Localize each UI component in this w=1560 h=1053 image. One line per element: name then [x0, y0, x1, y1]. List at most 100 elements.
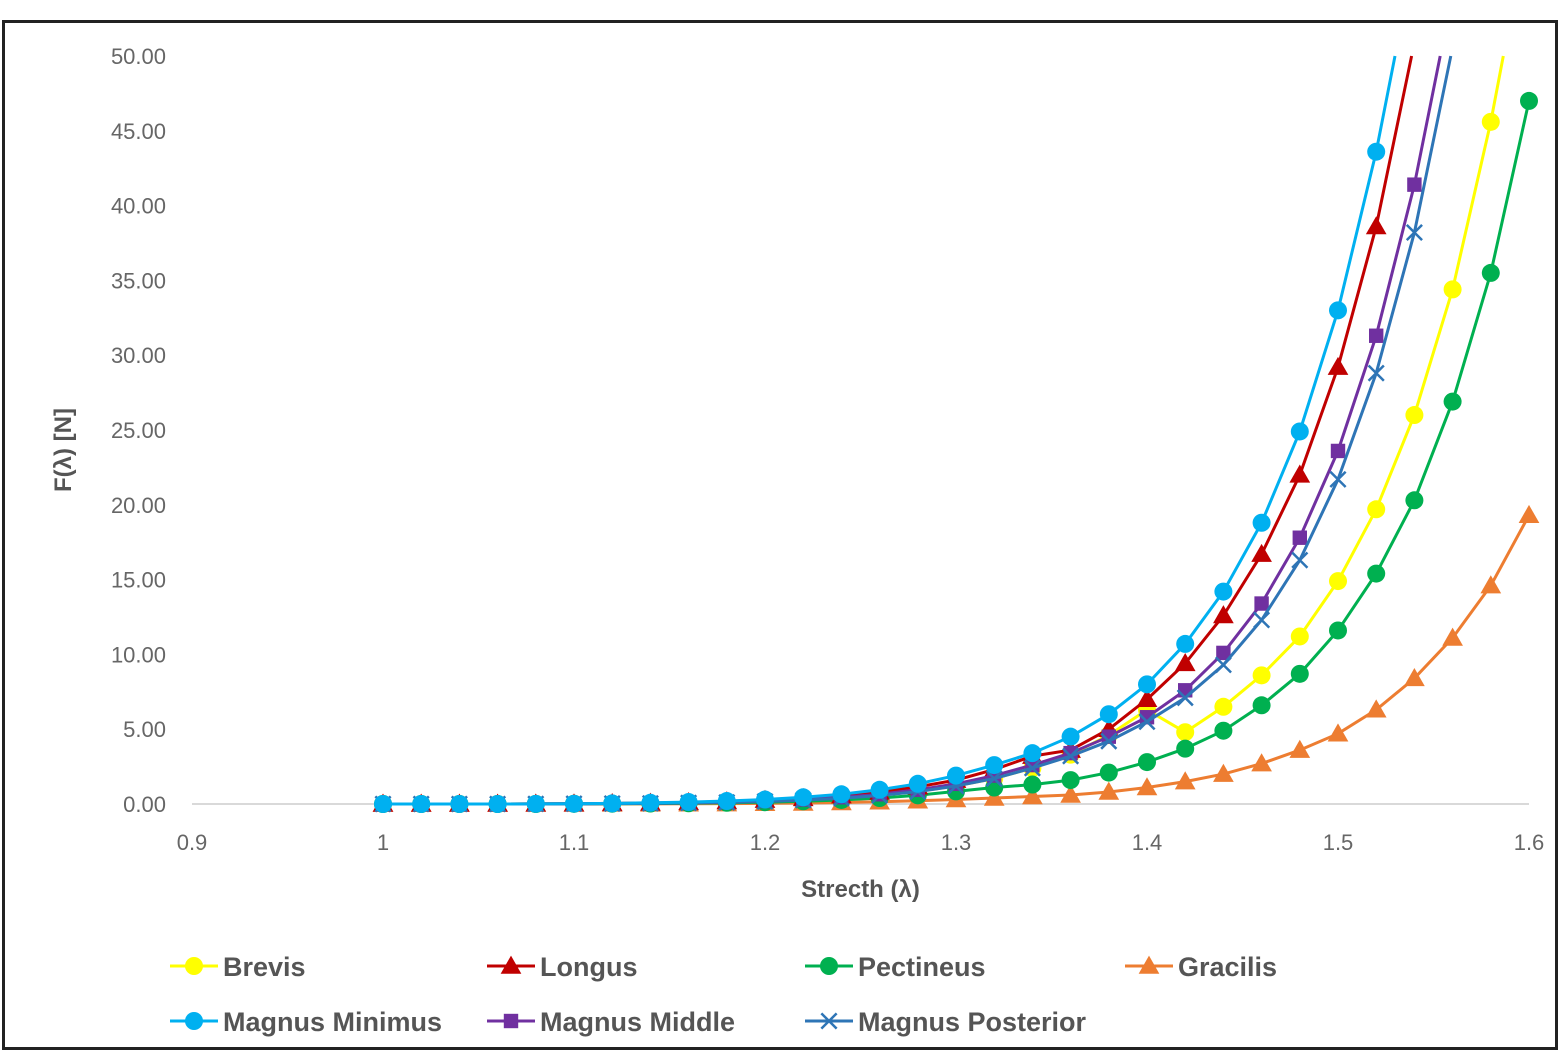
data-point-magnus-minimus [1176, 634, 1195, 653]
data-point-magnus-minimus [1367, 142, 1386, 161]
series-gracilis [372, 504, 1540, 812]
series-line-magnus-posterior [383, 55, 1453, 806]
series-longus [372, 55, 1414, 812]
data-point-magnus-posterior [1062, 747, 1080, 765]
y-tick-label: 25.00 [111, 418, 166, 443]
legend-marker-brevis [185, 957, 203, 975]
y-tick-label: 30.00 [111, 343, 166, 368]
y-tick-label: 35.00 [111, 268, 166, 293]
legend-item-gracilis: Gracilis [1125, 952, 1277, 982]
data-point-magnus-posterior [1291, 551, 1309, 569]
data-point-pectineus [1023, 775, 1042, 794]
data-point-pectineus [1099, 763, 1118, 782]
data-point-gracilis [1289, 739, 1311, 758]
axes: 0.9 1 1.1 1.2 1.3 1.4 1.5 1.6 0.00 5.00 10.00 15.00… [111, 44, 1544, 855]
data-point-magnus-middle [1254, 596, 1269, 611]
data-point-brevis [1176, 723, 1195, 742]
data-point-brevis [1443, 280, 1462, 299]
line-chart: 0.9 1 1.1 1.2 1.3 1.4 1.5 1.6 0.00 5.00 10.00 15.00… [50, 44, 1544, 1037]
series-layer [372, 55, 1540, 813]
data-point-magnus-minimus [1138, 675, 1156, 694]
legend-item-brevis: Brevis [170, 952, 306, 982]
series-magnus-posterior [374, 55, 1453, 813]
data-point-brevis [1252, 666, 1271, 685]
data-point-magnus-minimus [908, 774, 927, 793]
data-point-magnus-minimus [603, 794, 622, 813]
legend-item-pectineus: Pectineus [805, 952, 986, 982]
legend-item-longus: Longus [487, 952, 637, 982]
data-point-gracilis [1442, 627, 1463, 646]
data-point-brevis [1214, 697, 1233, 716]
data-point-magnus-minimus [412, 795, 431, 813]
data-point-magnus-minimus [1023, 744, 1042, 763]
legend-label-magnus-posterior: Magnus Posterior [858, 1007, 1087, 1037]
data-point-longus [1174, 653, 1196, 672]
data-point-magnus-middle [1292, 530, 1307, 545]
data-point-brevis [1405, 406, 1424, 425]
legend-label-pectineus: Pectineus [858, 952, 986, 982]
data-point-magnus-posterior [985, 770, 1003, 788]
y-tick-label: 50.00 [111, 44, 166, 69]
data-point-gracilis [1174, 771, 1196, 790]
data-point-magnus-posterior [1100, 732, 1118, 750]
data-point-magnus-minimus [717, 792, 736, 811]
data-point-magnus-middle [1369, 328, 1384, 343]
x-tick-label: 1.1 [559, 830, 590, 855]
data-point-magnus-minimus [374, 795, 392, 813]
data-point-magnus-middle [1330, 443, 1346, 459]
data-point-pectineus [1061, 771, 1080, 790]
y-tick-label: 10.00 [111, 642, 166, 667]
data-point-gracilis [983, 787, 1005, 806]
data-point-magnus-minimus [870, 780, 889, 799]
data-point-pectineus [1443, 392, 1462, 411]
data-point-longus [1136, 688, 1158, 708]
data-point-magnus-minimus [679, 793, 698, 812]
x-axis-title: Strecth (λ) [801, 876, 920, 903]
x-tick-label: 1.3 [941, 830, 972, 855]
data-point-magnus-minimus [1252, 513, 1271, 532]
series-line-longus [383, 55, 1414, 806]
data-point-pectineus [1367, 564, 1386, 583]
data-point-magnus-minimus [756, 790, 774, 809]
data-point-magnus-posterior [1329, 470, 1347, 488]
series-line-gracilis [383, 514, 1531, 806]
y-tick-label: 0.00 [123, 792, 166, 817]
data-point-pectineus [1481, 263, 1500, 282]
data-point-brevis [1367, 500, 1386, 519]
series-magnus-middle [375, 55, 1442, 812]
data-point-pectineus [1290, 664, 1309, 683]
legend-marker-magnus-posterior [820, 1012, 838, 1030]
data-point-magnus-minimus [641, 793, 660, 812]
data-point-magnus-posterior [1023, 759, 1041, 777]
data-point-pectineus [1405, 491, 1424, 510]
data-point-pectineus [1138, 753, 1156, 772]
data-point-pectineus [1176, 739, 1195, 758]
data-point-magnus-posterior [1253, 611, 1271, 629]
data-point-magnus-middle [1407, 177, 1422, 192]
y-tick-label: 45.00 [111, 119, 166, 144]
data-point-magnus-middle [1216, 645, 1231, 661]
y-tick-label: 5.00 [123, 717, 166, 742]
legend-marker-gracilis [1138, 955, 1160, 974]
data-point-pectineus [1329, 621, 1347, 640]
data-point-brevis [1329, 572, 1347, 591]
legend-label-brevis: Brevis [223, 952, 306, 982]
data-point-magnus-posterior [1138, 713, 1156, 731]
legend-marker-longus [500, 955, 522, 974]
data-point-gracilis [1365, 699, 1387, 718]
data-point-gracilis [1060, 784, 1081, 803]
data-point-magnus-minimus [794, 788, 813, 807]
legend-marker-pectineus [820, 957, 838, 975]
x-tick-label: 1.2 [750, 830, 781, 855]
data-point-magnus-posterior [1405, 223, 1423, 242]
legend: Brevis Longus Pectineus Gracilis Magnus Mini… [170, 952, 1277, 1037]
x-tick-label: 1 [377, 830, 389, 855]
y-axis-title: F(λ) [N] [50, 408, 77, 492]
x-tick-label: 1.6 [1514, 830, 1545, 855]
x-tick-label: 0.9 [177, 830, 208, 855]
data-point-brevis [1290, 627, 1309, 646]
series-line-brevis [383, 55, 1505, 806]
data-point-longus [1365, 216, 1387, 235]
data-point-magnus-minimus [1214, 582, 1233, 601]
data-point-longus [1289, 464, 1311, 483]
